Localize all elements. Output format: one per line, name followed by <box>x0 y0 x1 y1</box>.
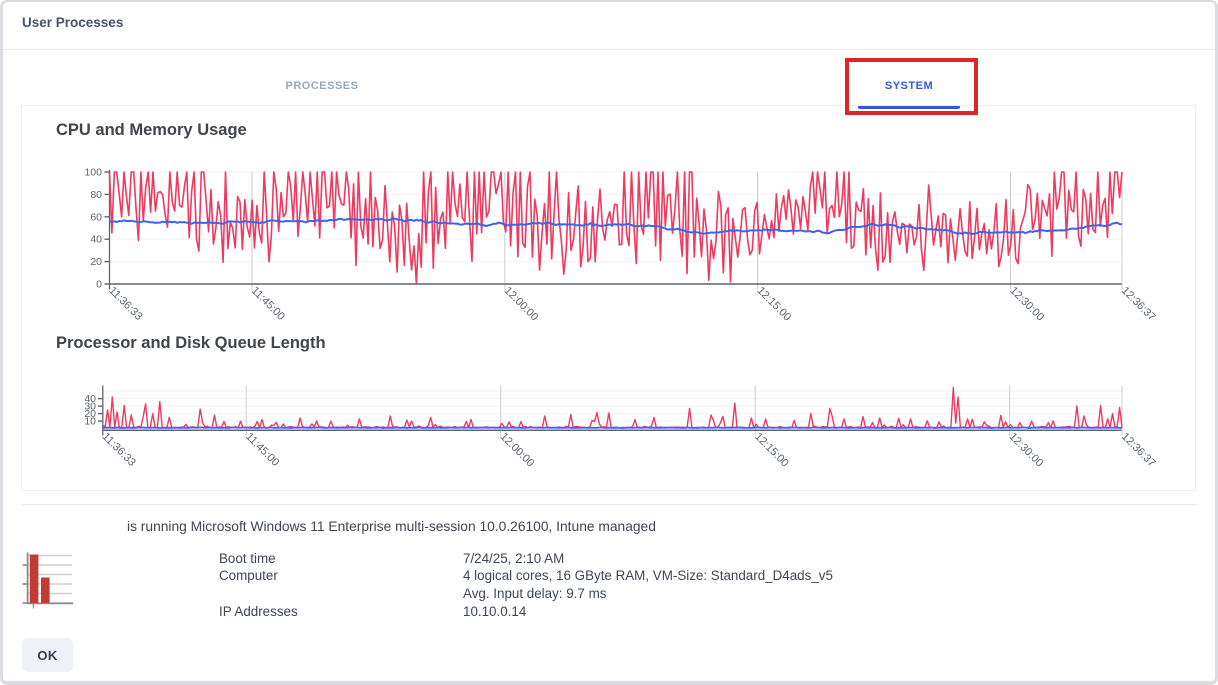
svg-text:11:36:33: 11:36:33 <box>100 431 138 469</box>
svg-text:20: 20 <box>90 256 102 268</box>
svg-text:11:45:00: 11:45:00 <box>243 431 281 469</box>
svg-text:12:00:00: 12:00:00 <box>502 285 541 324</box>
svg-text:40: 40 <box>84 393 96 405</box>
svg-text:60: 60 <box>90 211 102 223</box>
svg-text:100: 100 <box>84 167 102 179</box>
svg-text:12:30:00: 12:30:00 <box>1007 431 1046 470</box>
svg-text:10: 10 <box>84 416 96 428</box>
svg-text:20: 20 <box>84 408 96 420</box>
svg-text:11:45:00: 11:45:00 <box>249 285 287 323</box>
svg-text:12:36:37: 12:36:37 <box>1119 285 1158 324</box>
svg-text:80: 80 <box>90 189 102 201</box>
svg-text:12:15:00: 12:15:00 <box>752 431 791 470</box>
svg-text:0: 0 <box>96 279 102 291</box>
svg-text:12:36:37: 12:36:37 <box>1119 431 1158 470</box>
svg-text:30: 30 <box>84 401 96 413</box>
svg-text:11:36:33: 11:36:33 <box>106 285 144 323</box>
svg-text:12:00:00: 12:00:00 <box>498 431 537 470</box>
svg-text:40: 40 <box>90 234 102 246</box>
svg-text:12:30:00: 12:30:00 <box>1007 285 1046 324</box>
svg-text:12:15:00: 12:15:00 <box>754 285 793 324</box>
